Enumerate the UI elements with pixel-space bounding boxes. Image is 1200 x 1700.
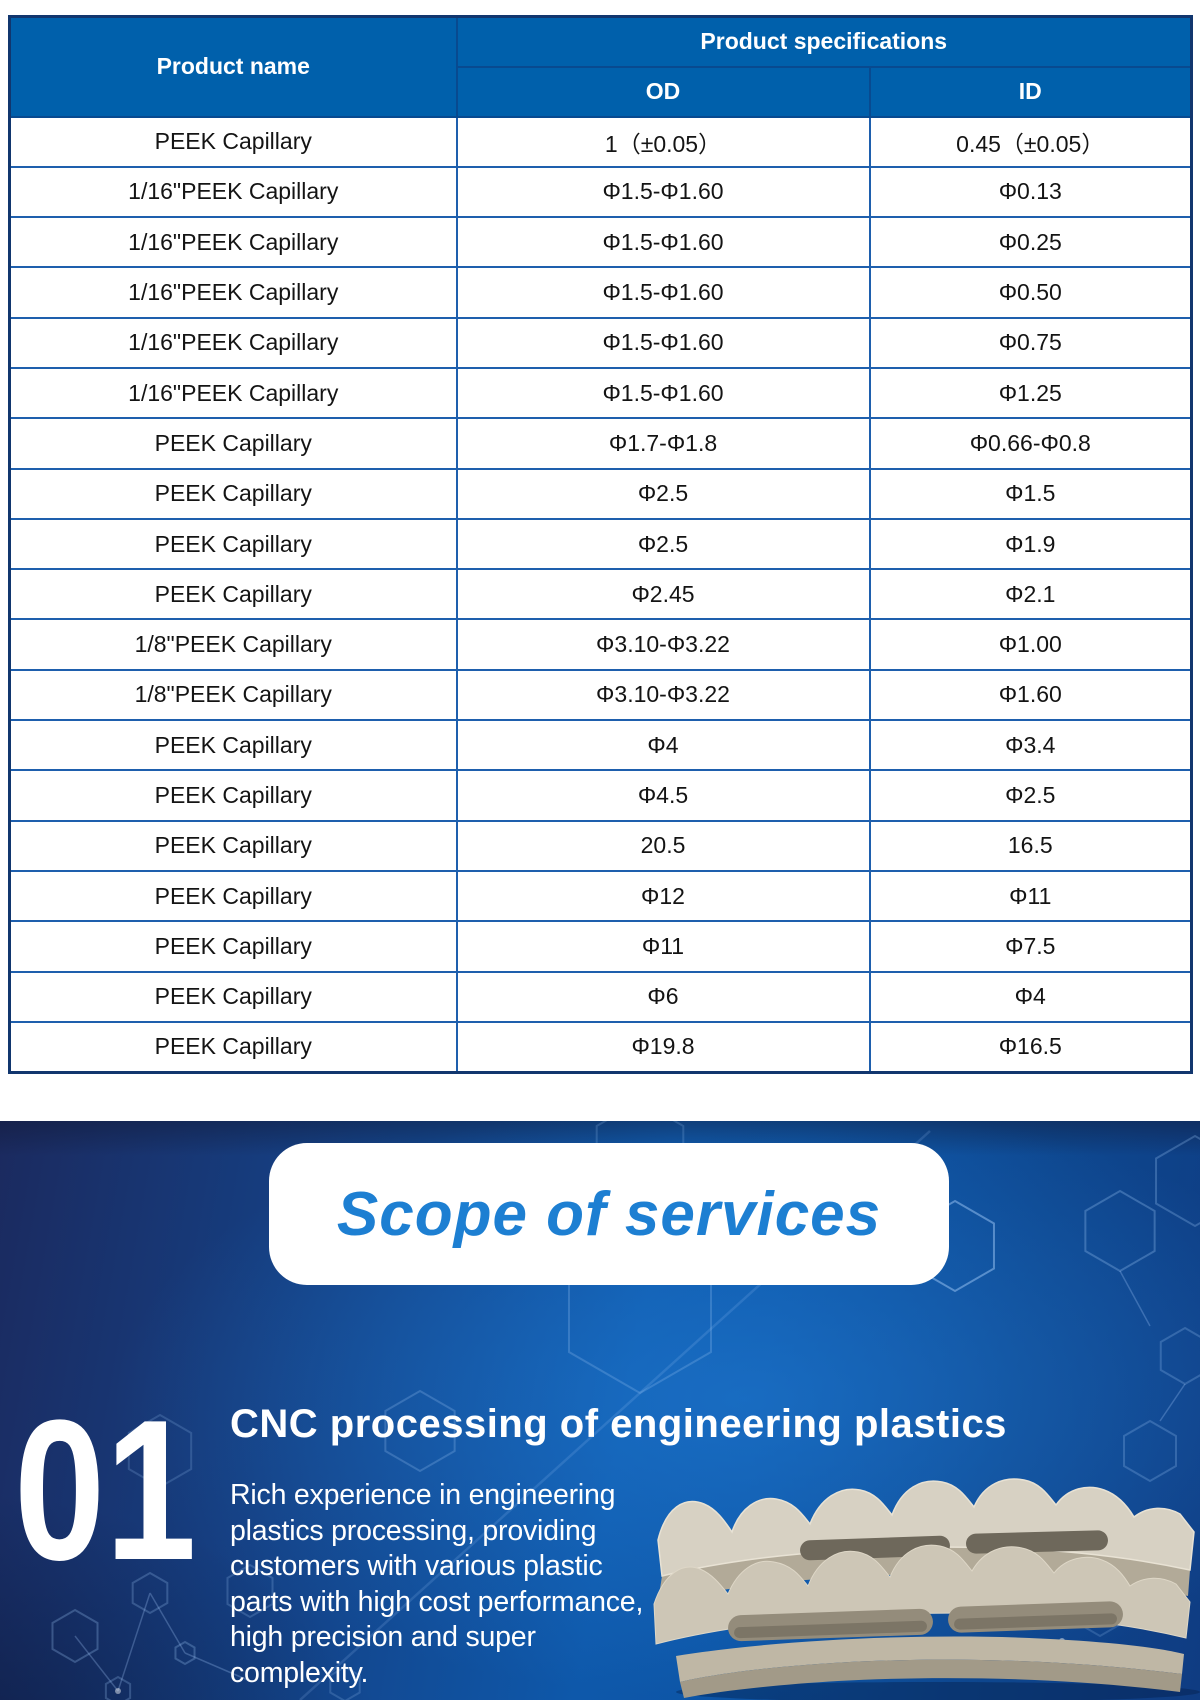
table-row: 1/16"PEEK Capillary Φ1.5-Φ1.60 Φ1.25 [8,366,1193,420]
od-cell: Φ2.5 [455,467,871,520]
table-row: PEEK Capillary Φ2.5 Φ1.9 [8,517,1193,571]
table-row: PEEK Capillary Φ19.8 Φ16.5 [8,1020,1193,1074]
od-cell: Φ2.5 [455,517,871,571]
table-row: 1/8"PEEK Capillary Φ3.10-Φ3.22 Φ1.00 [8,618,1193,671]
id-cell: Φ1.5 [868,467,1193,520]
id-cell: Φ7.5 [868,920,1193,973]
table-row: PEEK Capillary Φ4.5 Φ2.5 [8,769,1193,822]
product-name-cell: 1/16"PEEK Capillary [8,366,458,420]
od-cell: Φ6 [455,970,871,1023]
table-row: PEEK Capillary 20.5 16.5 [8,819,1193,872]
table-row: PEEK Capillary Φ6 Φ4 [8,970,1193,1023]
id-cell: Φ1.00 [868,618,1193,671]
product-name-cell: PEEK Capillary [8,115,458,168]
id-cell: Φ0.25 [868,216,1193,269]
product-name-cell: PEEK Capillary [8,568,458,621]
od-cell: Φ2.45 [455,568,871,621]
od-cell: Φ4.5 [455,769,871,822]
od-cell: 1（±0.05） [455,115,871,168]
description-line: customers with various plastic [230,1550,603,1582]
table-row: PEEK Capillary Φ1.7-Φ1.8 Φ0.66-Φ0.8 [8,417,1193,470]
od-cell: Φ12 [455,869,871,923]
product-spec-table: Product name Product specifications OD I… [8,15,1194,1074]
od-cell: 20.5 [455,819,871,872]
description-line: complexity. [230,1656,369,1689]
service-item-description: Rich experience in engineering plastics … [230,1478,643,1691]
id-cell: Φ2.5 [868,769,1193,822]
id-cell: Φ0.75 [868,316,1193,369]
od-cell: Φ1.5-Φ1.60 [455,216,871,269]
id-cell: Φ16.5 [868,1020,1193,1074]
product-name-cell: PEEK Capillary [8,1020,458,1074]
machined-plastic-part-image [653,1478,1200,1700]
col-header-od: OD [455,65,871,118]
table-row: 1/16"PEEK Capillary Φ1.5-Φ1.60 Φ0.50 [8,266,1193,319]
od-cell: Φ1.5-Φ1.60 [455,165,871,219]
id-cell: Φ2.1 [868,568,1193,621]
product-name-cell: 1/16"PEEK Capillary [8,165,458,219]
table-header-row: Product name Product specifications [8,15,1193,118]
table-row: PEEK Capillary Φ11 Φ7.5 [8,920,1193,973]
od-cell: Φ1.7-Φ1.8 [455,417,871,470]
description-line: high precision and super [230,1621,536,1653]
description-line: plastics processing, providing [230,1514,597,1547]
table-row: 1/16"PEEK Capillary Φ1.5-Φ1.60 Φ0.13 [8,165,1193,219]
id-cell: Φ11 [868,869,1193,923]
od-cell: Φ3.10-Φ3.22 [455,668,871,722]
table-row: 1/8"PEEK Capillary Φ3.10-Φ3.22 Φ1.60 [8,668,1193,722]
id-cell: Φ4 [868,970,1193,1023]
scope-of-services-section: Scope of services 01 CNC processing of e… [0,1121,1200,1700]
product-name-cell: 1/8"PEEK Capillary [8,668,458,722]
id-cell: 16.5 [868,819,1193,872]
col-header-product-name: Product name [8,15,458,118]
table-row: PEEK Capillary 1（±0.05） 0.45（±0.05） [8,115,1193,168]
service-item-number: 01 [14,1379,197,1602]
product-name-cell: 1/8"PEEK Capillary [8,618,458,671]
od-cell: Φ4 [455,719,871,772]
product-name-cell: 1/16"PEEK Capillary [8,266,458,319]
table-row: PEEK Capillary Φ2.45 Φ2.1 [8,568,1193,621]
product-name-cell: PEEK Capillary [8,517,458,571]
col-header-id: ID [868,65,1193,118]
product-name-cell: PEEK Capillary [8,970,458,1023]
product-name-cell: 1/16"PEEK Capillary [8,316,458,369]
table-row: 1/16"PEEK Capillary Φ1.5-Φ1.60 Φ0.75 [8,316,1193,369]
id-cell: Φ0.13 [868,165,1193,219]
product-name-cell: PEEK Capillary [8,417,458,470]
banner-title: Scope of services [336,1179,882,1249]
id-cell: Φ1.25 [868,366,1193,420]
id-cell: Φ0.50 [868,266,1193,319]
od-cell: Φ1.5-Φ1.60 [455,366,871,420]
table-row: PEEK Capillary Φ12 Φ11 [8,869,1193,923]
product-name-cell: PEEK Capillary [8,719,458,772]
id-cell: Φ1.9 [868,517,1193,571]
product-name-cell: PEEK Capillary [8,769,458,822]
od-cell: Φ3.10-Φ3.22 [455,618,871,671]
service-item-title: CNC processing of engineering plastics [230,1402,1007,1446]
id-cell: Φ3.4 [868,719,1193,772]
od-cell: Φ1.5-Φ1.60 [455,316,871,369]
scope-of-services-banner: Scope of services [269,1143,949,1285]
product-name-cell: PEEK Capillary [8,467,458,520]
od-cell: Φ1.5-Φ1.60 [455,266,871,319]
id-cell: Φ1.60 [868,668,1193,722]
product-name-cell: PEEK Capillary [8,819,458,872]
table-row: PEEK Capillary Φ4 Φ3.4 [8,719,1193,772]
product-name-cell: 1/16"PEEK Capillary [8,216,458,269]
table-row: 1/16"PEEK Capillary Φ1.5-Φ1.60 Φ0.25 [8,216,1193,269]
table-row: PEEK Capillary Φ2.5 Φ1.5 [8,467,1193,520]
id-cell: 0.45（±0.05） [868,115,1193,168]
description-line: parts with high cost performance, [230,1585,644,1618]
product-name-cell: PEEK Capillary [8,869,458,923]
description-line: Rich experience in engineering [230,1479,616,1511]
od-cell: Φ19.8 [455,1020,871,1074]
od-cell: Φ11 [455,920,871,973]
col-header-product-specifications: Product specifications [455,15,1193,68]
table-subheader-row: OD ID [10,65,1193,118]
product-name-cell: PEEK Capillary [8,920,458,973]
id-cell: Φ0.66-Φ0.8 [868,417,1193,470]
